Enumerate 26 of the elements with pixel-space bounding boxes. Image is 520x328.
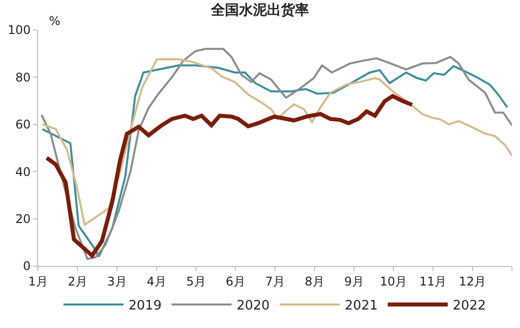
y-tick-label: 40 bbox=[15, 164, 31, 179]
chart-title: 全国水泥出货率 bbox=[210, 2, 309, 19]
x-tick-label: 8月 bbox=[304, 274, 324, 288]
y-tick-label: 80 bbox=[15, 70, 31, 84]
x-tick-label: 11月 bbox=[419, 274, 447, 288]
legend-label: 2019 bbox=[128, 298, 162, 314]
legend-label: 2021 bbox=[344, 298, 378, 314]
line-series bbox=[41, 58, 512, 226]
legend-label: 2022 bbox=[452, 298, 486, 314]
x-tick-label: 6月 bbox=[226, 274, 246, 288]
x-tick-label: 3月 bbox=[107, 274, 127, 288]
legend-label: 2020 bbox=[236, 298, 270, 314]
x-tick-label: 10月 bbox=[380, 274, 408, 288]
y-tick-label: 0 bbox=[22, 259, 31, 274]
y-tick-label: 60 bbox=[15, 118, 31, 132]
line-series bbox=[44, 94, 414, 258]
x-tick-label: 5月 bbox=[186, 274, 206, 288]
x-tick-label: 1月 bbox=[28, 274, 48, 288]
x-tick-label: 9月 bbox=[344, 274, 364, 288]
x-tick-label: 12月 bbox=[458, 274, 486, 288]
y-tick-label: 100 bbox=[8, 23, 31, 38]
y-tick-label: 20 bbox=[15, 212, 31, 226]
x-tick-label: 2月 bbox=[68, 274, 88, 288]
y-axis-title: % bbox=[49, 14, 60, 28]
x-tick-label: 7月 bbox=[265, 274, 285, 288]
x-tick-label: 4月 bbox=[146, 274, 166, 288]
